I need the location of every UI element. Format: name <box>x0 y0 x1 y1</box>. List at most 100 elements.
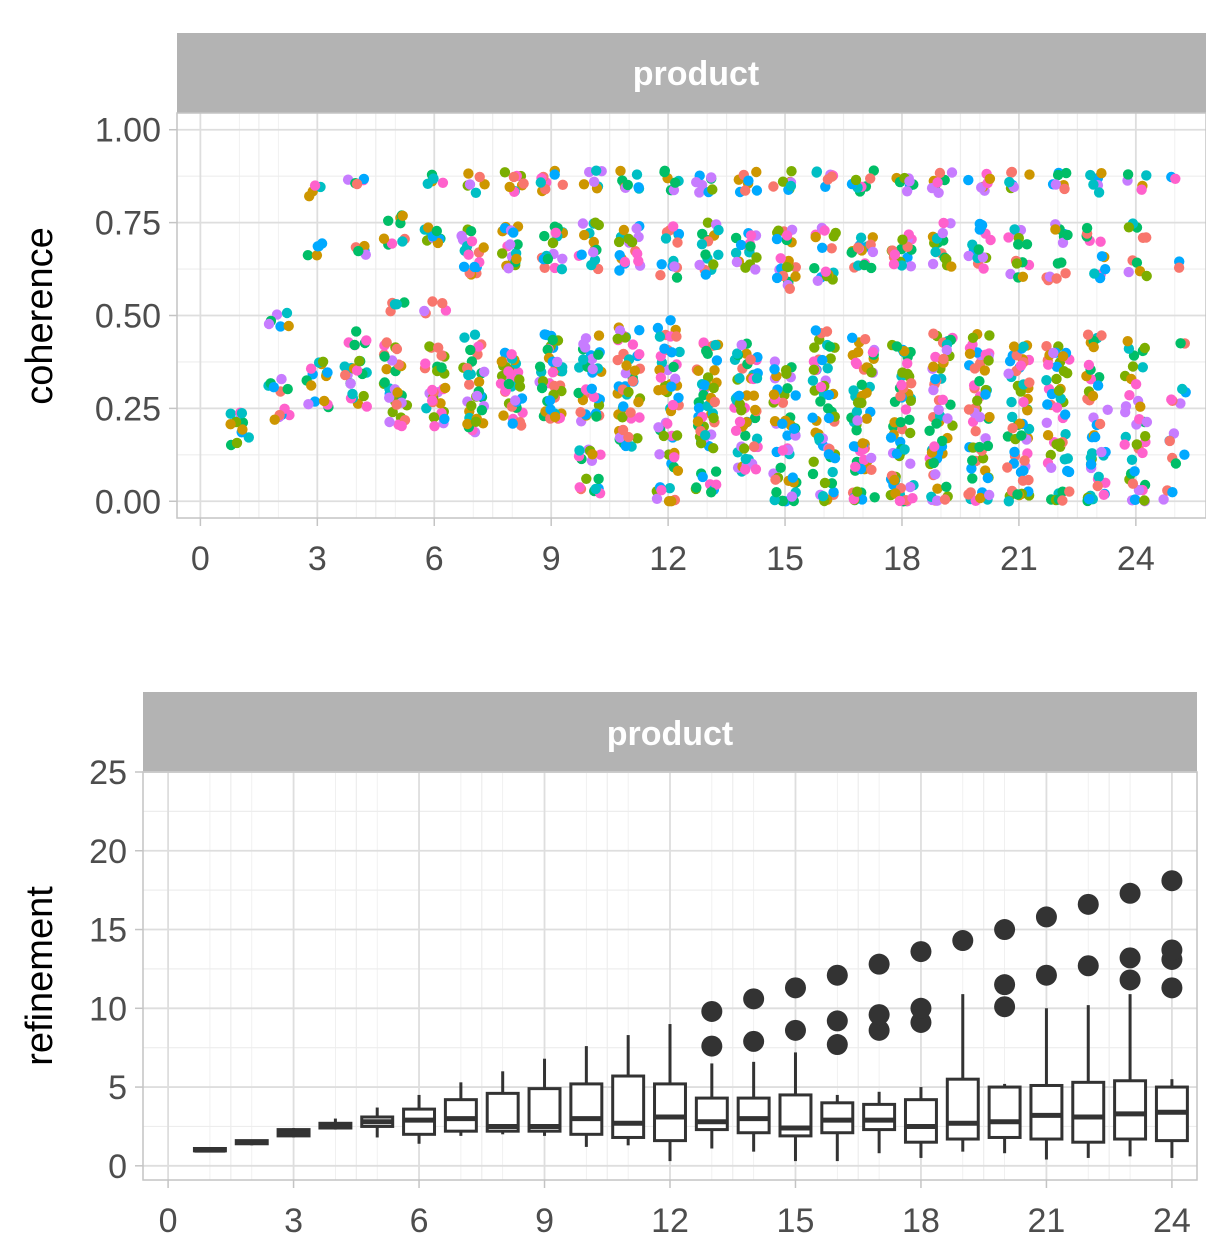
data-point <box>656 259 667 270</box>
data-point <box>1164 435 1176 447</box>
data-point <box>732 348 743 359</box>
data-point <box>1004 176 1015 188</box>
data-point <box>930 351 941 363</box>
data-point <box>895 391 906 402</box>
data-point <box>577 218 589 229</box>
x-tick-label: 6 <box>410 1202 429 1240</box>
data-point <box>1059 183 1070 195</box>
data-point <box>1137 362 1149 373</box>
data-point <box>700 249 711 260</box>
data-point <box>317 356 329 367</box>
data-point <box>1058 366 1070 377</box>
data-point <box>848 385 859 396</box>
x-tick-label: 18 <box>883 540 921 578</box>
data-point <box>617 412 628 423</box>
data-point <box>1002 462 1013 473</box>
data-point <box>750 464 762 475</box>
data-point <box>781 368 792 379</box>
data-point <box>1018 341 1029 352</box>
data-point <box>507 418 518 429</box>
data-point <box>536 382 548 394</box>
data-point <box>302 250 314 261</box>
x-axis: 0 3 6 9 12 15 18 21 24 <box>159 1180 1191 1240</box>
data-point <box>1141 170 1152 181</box>
data-point <box>827 466 838 478</box>
data-point <box>651 493 663 504</box>
data-point <box>474 171 485 183</box>
data-point <box>1129 466 1140 477</box>
data-point <box>700 430 711 441</box>
box-group <box>276 1128 311 1138</box>
data-point <box>1130 494 1141 505</box>
data-point <box>751 373 763 384</box>
x-axis: 0 3 6 9 12 15 18 21 24 <box>191 518 1155 578</box>
data-point <box>782 383 793 394</box>
box-group <box>862 953 897 1154</box>
data-point <box>810 231 821 243</box>
data-point <box>419 305 430 317</box>
data-point <box>1094 418 1106 430</box>
data-point <box>691 177 702 188</box>
data-point <box>466 400 477 411</box>
data-point <box>664 483 675 494</box>
data-point <box>505 239 516 250</box>
box-iqr <box>1071 1080 1106 1144</box>
data-point <box>620 440 631 452</box>
data-point <box>469 329 481 340</box>
data-point <box>770 474 781 485</box>
data-point <box>1087 390 1099 402</box>
x-tick-label: 12 <box>649 540 687 578</box>
data-point <box>984 330 995 341</box>
data-point <box>655 270 666 281</box>
data-point <box>1093 471 1104 482</box>
data-point <box>1012 489 1023 500</box>
data-point <box>706 172 717 183</box>
data-point <box>928 457 939 469</box>
data-point <box>964 348 976 359</box>
outlier-point <box>1119 969 1141 991</box>
data-point <box>361 401 372 412</box>
data-point <box>1003 232 1014 243</box>
data-point <box>574 445 585 456</box>
data-point <box>612 354 623 366</box>
data-point <box>1137 232 1149 243</box>
data-point <box>739 443 750 454</box>
box-group <box>569 1046 604 1147</box>
data-point <box>710 339 721 351</box>
data-point <box>781 230 793 241</box>
data-point <box>433 342 444 353</box>
data-point <box>888 259 900 270</box>
data-point <box>1092 380 1104 391</box>
data-point <box>931 418 942 429</box>
data-point <box>586 383 597 394</box>
data-point <box>593 349 604 360</box>
data-point <box>347 388 358 400</box>
data-point <box>1061 167 1072 179</box>
data-point <box>867 246 879 258</box>
data-point <box>930 246 941 258</box>
data-point <box>823 449 835 460</box>
data-point <box>587 449 598 460</box>
data-point <box>632 433 643 444</box>
data-point <box>811 167 822 178</box>
data-point <box>904 414 915 425</box>
data-point <box>427 296 438 307</box>
data-point <box>656 485 667 496</box>
data-point <box>614 265 625 276</box>
data-point <box>1051 373 1062 385</box>
data-point <box>963 174 974 186</box>
data-point <box>983 355 994 366</box>
data-point <box>669 261 680 272</box>
box-group <box>736 988 771 1152</box>
data-point <box>750 264 761 275</box>
data-point <box>236 408 248 419</box>
data-point <box>1175 338 1186 349</box>
data-point <box>391 343 403 355</box>
data-point <box>1175 398 1186 409</box>
data-point <box>550 227 561 238</box>
data-point <box>349 339 360 351</box>
outlier-point <box>910 941 932 963</box>
data-point <box>932 483 943 494</box>
data-point <box>503 378 515 390</box>
data-point <box>786 166 797 177</box>
